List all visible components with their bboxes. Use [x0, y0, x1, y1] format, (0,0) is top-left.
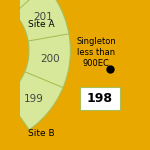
Text: 200: 200	[40, 54, 60, 64]
Polygon shape	[0, 0, 70, 130]
Point	[109, 68, 111, 70]
Text: Site A: Site A	[28, 20, 55, 29]
FancyBboxPatch shape	[80, 87, 120, 110]
Text: 199: 199	[24, 94, 44, 104]
Text: 201: 201	[33, 12, 52, 22]
Text: Site B: Site B	[28, 129, 55, 138]
Text: 198: 198	[87, 92, 113, 105]
Text: Singleton
less than
900EC: Singleton less than 900EC	[76, 37, 116, 68]
